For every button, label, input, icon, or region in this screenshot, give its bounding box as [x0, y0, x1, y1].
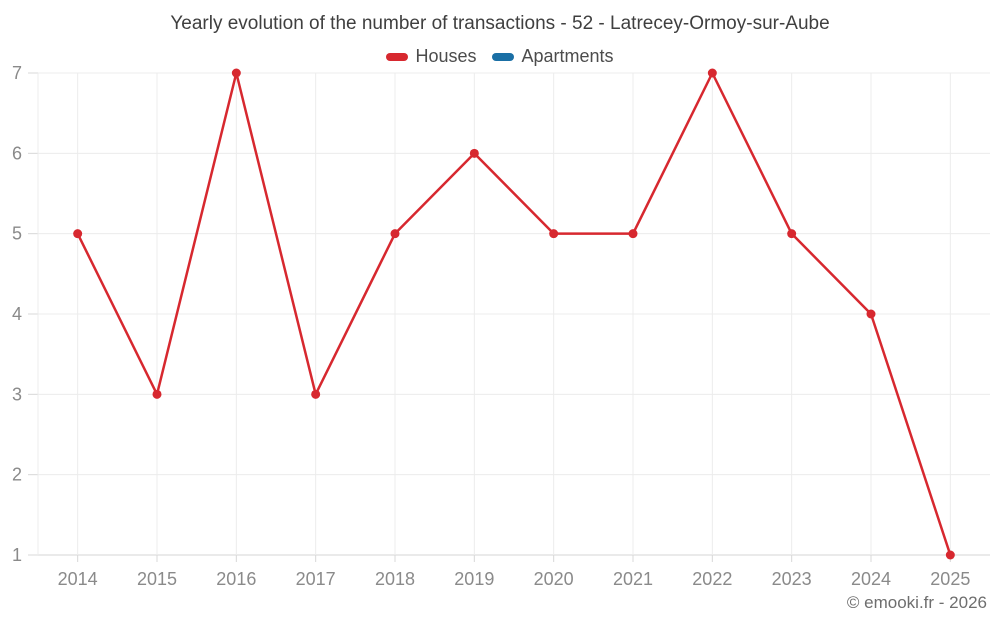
legend: Houses Apartments [0, 46, 1000, 67]
copyright: © emooki.fr - 2026 [846, 593, 987, 612]
data-point-houses-2022[interactable] [707, 68, 717, 78]
apartments-swatch-icon [492, 52, 515, 61]
data-point-houses-2019[interactable] [469, 148, 479, 158]
x-axis-label: 2016 [216, 569, 256, 589]
houses-line-series [76, 71, 952, 557]
data-point-houses-2023[interactable] [787, 229, 797, 239]
y-axis-label: 3 [12, 384, 22, 404]
legend-item-houses[interactable]: Houses [386, 46, 476, 67]
legend-label-houses: Houses [415, 46, 477, 66]
y-axis-label: 7 [12, 63, 22, 83]
data-point-houses-2021[interactable] [628, 229, 638, 239]
x-axis-label: 2025 [930, 569, 970, 589]
x-axis-label: 2021 [613, 569, 653, 589]
data-point-houses-2025[interactable] [945, 550, 955, 560]
y-axis-label: 6 [12, 143, 22, 163]
y-axis-label: 4 [12, 304, 22, 324]
x-axis-label: 2020 [534, 569, 574, 589]
y-axis-label: 2 [12, 465, 22, 485]
data-point-houses-2017[interactable] [311, 389, 321, 399]
x-axis-label: 2018 [375, 569, 415, 589]
x-axis-label: 2017 [296, 569, 336, 589]
x-axis-label: 2019 [454, 569, 494, 589]
houses-swatch-icon [386, 52, 409, 61]
legend-item-apartments[interactable]: Apartments [492, 46, 614, 67]
data-point-houses-2020[interactable] [549, 229, 559, 239]
x-axis-label: 2022 [692, 569, 732, 589]
legend-label-apartments: Apartments [521, 46, 614, 66]
data-point-houses-2024[interactable] [866, 309, 876, 319]
y-axis-label: 5 [12, 224, 22, 244]
data-point-houses-2014[interactable] [73, 229, 83, 239]
y-axis-label: 1 [12, 545, 22, 565]
chart-title: Yearly evolution of the number of transa… [170, 13, 830, 34]
x-axis-label: 2014 [58, 569, 98, 589]
data-point-houses-2015[interactable] [152, 389, 162, 399]
data-point-houses-2018[interactable] [390, 229, 400, 239]
x-axis-label: 2015 [137, 569, 177, 589]
x-axis-label: 2024 [851, 569, 891, 589]
data-point-houses-2016[interactable] [231, 68, 241, 78]
x-axis-label: 2023 [772, 569, 812, 589]
